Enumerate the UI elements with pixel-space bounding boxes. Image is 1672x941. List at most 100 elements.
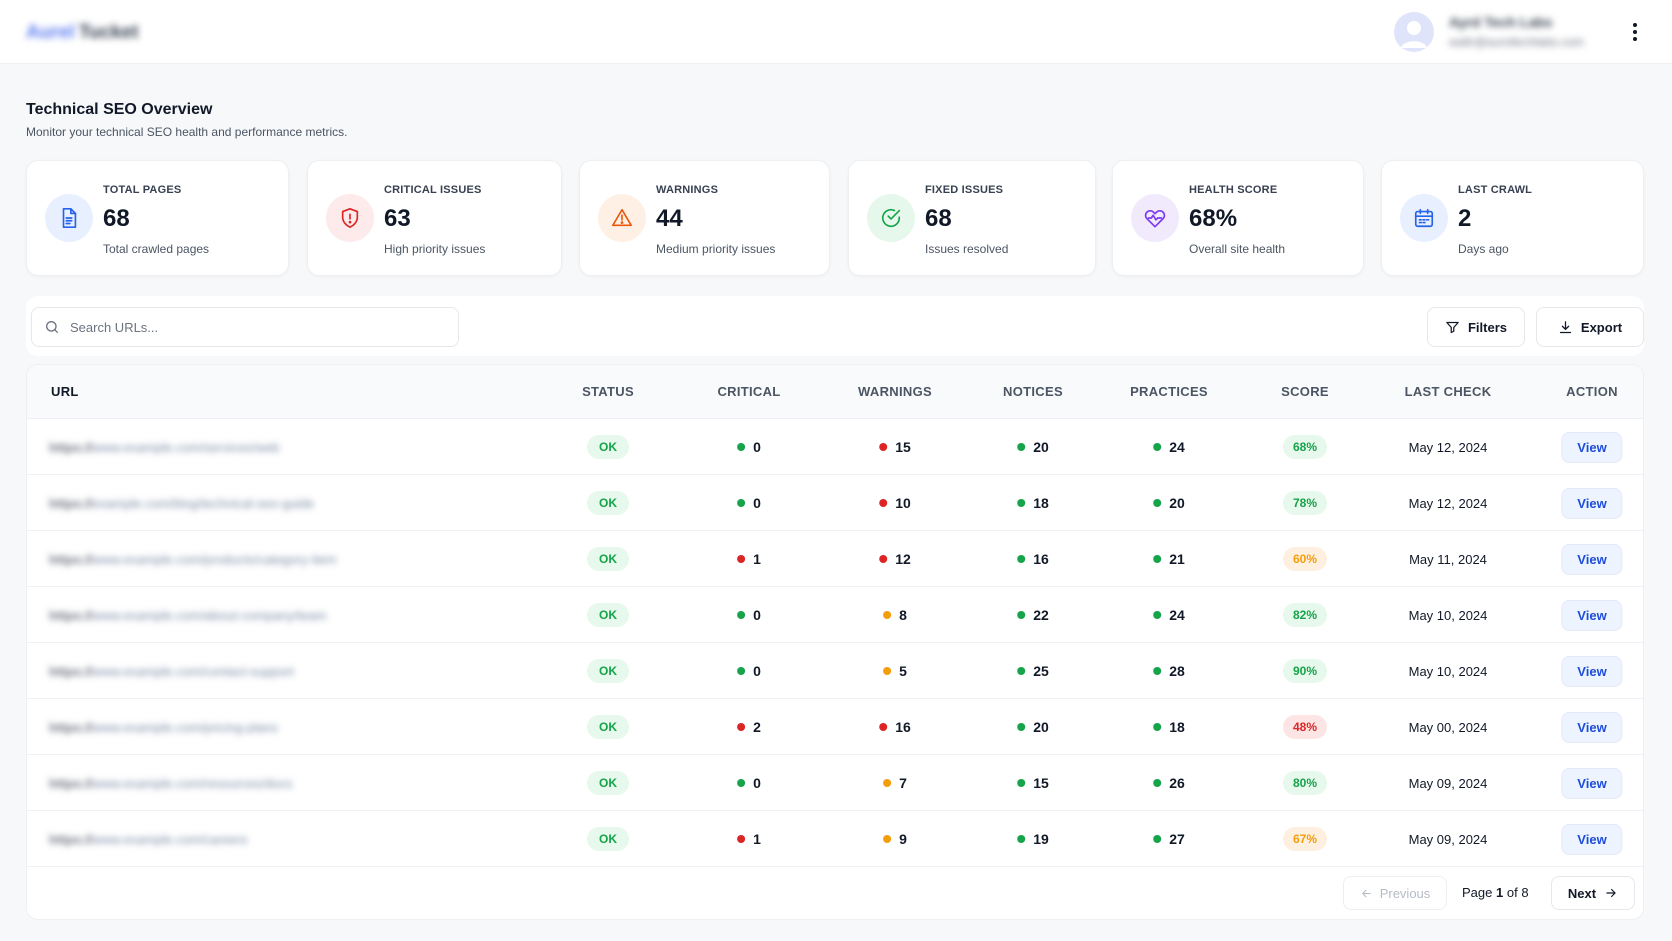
- status-dot: [737, 779, 746, 787]
- arrow-left-icon: [1361, 889, 1371, 897]
- top-bar: Aurel Tucket Ayrd Tech Labs waltr@aurolt…: [0, 0, 1672, 64]
- url-cell[interactable]: https://www.example.com/pricing-plans: [49, 719, 279, 735]
- column-header-url[interactable]: URL: [51, 384, 79, 399]
- status-dot: [883, 835, 892, 843]
- practices-count: 24: [1153, 439, 1185, 455]
- kebab-menu-icon[interactable]: [1627, 20, 1643, 44]
- column-header-last-check[interactable]: LAST CHECK: [1404, 384, 1492, 399]
- practices-count: 28: [1153, 663, 1185, 679]
- status-dot: [879, 443, 888, 451]
- user-name: Ayrd Tech Labs: [1449, 14, 1553, 30]
- url-cell[interactable]: https://example.com/blog/technical-seo-g…: [49, 495, 315, 511]
- status-badge: OK: [587, 715, 629, 739]
- status-dot: [1153, 779, 1162, 787]
- practices-count: 27: [1153, 831, 1185, 847]
- status-dot: [1153, 611, 1162, 619]
- previous-label: Previous: [1379, 885, 1431, 901]
- notices-count: 18: [1017, 495, 1049, 511]
- status-dot: [1017, 779, 1026, 787]
- url-cell[interactable]: https://www.example.com/contact-support: [49, 663, 294, 679]
- warnings-count: 15: [879, 439, 911, 455]
- stat-label: CRITICAL ISSUES: [384, 184, 482, 196]
- page-indicator: Page 1 of 8: [1462, 885, 1529, 900]
- table-row: https://www.example.com/contact-support …: [27, 643, 1643, 699]
- critical-count: 1: [737, 551, 761, 567]
- stat-label: WARNINGS: [656, 184, 719, 196]
- url-cell[interactable]: https://www.example.com/services/web: [49, 439, 280, 455]
- stat-caption: Medium priority issues: [656, 242, 776, 256]
- notices-count: 22: [1017, 607, 1049, 623]
- status-dot: [737, 667, 746, 675]
- calendar-icon: [1400, 194, 1448, 242]
- last-check-date: May 12, 2024: [1408, 439, 1488, 455]
- column-header-critical[interactable]: CRITICAL: [717, 384, 781, 399]
- status-badge: OK: [587, 547, 629, 571]
- table-row: https://www.example.com/about-company/te…: [27, 587, 1643, 643]
- view-button[interactable]: View: [1561, 767, 1623, 799]
- previous-page-button[interactable]: Previous: [1343, 876, 1447, 910]
- app-logo[interactable]: Aurel Tucket: [26, 20, 138, 46]
- page-subtitle: Monitor your technical SEO health and pe…: [26, 125, 348, 139]
- table-row: https://www.example.com/pricing-plans OK…: [27, 699, 1643, 755]
- critical-count: 2: [737, 719, 761, 735]
- view-button[interactable]: View: [1561, 823, 1623, 855]
- column-header-score[interactable]: SCORE: [1281, 384, 1329, 399]
- score-badge: 68%: [1282, 435, 1328, 459]
- status-dot: [883, 611, 892, 619]
- view-button[interactable]: View: [1561, 487, 1623, 519]
- url-cell[interactable]: https://www.example.com/about-company/te…: [49, 607, 327, 623]
- url-table: URL STATUS CRITICAL WARNINGS NOTICES PRA…: [26, 364, 1644, 920]
- next-page-button[interactable]: Next: [1551, 876, 1635, 910]
- url-cell[interactable]: https://www.example.com/products/categor…: [49, 551, 337, 567]
- status-dot: [737, 611, 746, 619]
- view-button[interactable]: View: [1561, 543, 1623, 575]
- stat-card-health-score: HEALTH SCORE 68% Overall site health: [1112, 160, 1364, 276]
- view-button[interactable]: View: [1561, 431, 1623, 463]
- column-header-warnings[interactable]: WARNINGS: [858, 384, 932, 399]
- download-icon: [1559, 320, 1572, 333]
- shield-alert-icon: [326, 194, 374, 242]
- status-dot: [879, 723, 888, 731]
- practices-count: 26: [1153, 775, 1185, 791]
- url-cell[interactable]: https://www.example.com/resources/docs: [49, 775, 293, 791]
- practices-count: 21: [1153, 551, 1185, 567]
- url-cell[interactable]: https://www.example.com/careers: [49, 831, 248, 847]
- user-avatar-icon[interactable]: [1394, 12, 1434, 52]
- logo-text-secondary: Tucket: [78, 22, 139, 43]
- view-button[interactable]: View: [1561, 599, 1623, 631]
- last-check-date: May 00, 2024: [1408, 719, 1488, 735]
- heart-pulse-icon: [1131, 194, 1179, 242]
- critical-count: 0: [737, 775, 761, 791]
- view-button[interactable]: View: [1561, 711, 1623, 743]
- stat-caption: Total crawled pages: [103, 242, 210, 256]
- warning-triangle-icon: [598, 194, 646, 242]
- last-check-date: May 12, 2024: [1408, 495, 1488, 511]
- export-button[interactable]: Export: [1536, 307, 1644, 347]
- status-dot: [737, 835, 746, 843]
- column-header-notices[interactable]: NOTICES: [1003, 384, 1063, 399]
- next-label: Next: [1567, 885, 1597, 901]
- status-dot: [1153, 499, 1162, 507]
- column-header-status[interactable]: STATUS: [582, 384, 634, 399]
- last-check-date: May 10, 2024: [1408, 663, 1488, 679]
- search-input[interactable]: [70, 308, 450, 346]
- practices-count: 20: [1153, 495, 1185, 511]
- status-dot: [879, 555, 888, 563]
- notices-count: 16: [1017, 551, 1049, 567]
- stat-label: TOTAL PAGES: [103, 184, 182, 196]
- status-badge: OK: [587, 603, 629, 627]
- view-button[interactable]: View: [1561, 655, 1623, 687]
- filters-button[interactable]: Filters: [1427, 307, 1525, 347]
- stat-value: 68%: [1189, 205, 1238, 232]
- score-badge: 80%: [1282, 771, 1328, 795]
- logo-text-primary: Aurel: [26, 22, 75, 43]
- column-header-practices[interactable]: PRACTICES: [1130, 384, 1208, 399]
- status-dot: [1153, 835, 1162, 843]
- notices-count: 15: [1017, 775, 1049, 791]
- warnings-count: 10: [879, 495, 911, 511]
- status-dot: [1017, 835, 1026, 843]
- status-dot: [883, 667, 892, 675]
- stat-label: FIXED ISSUES: [925, 184, 1004, 196]
- last-check-date: May 10, 2024: [1408, 607, 1488, 623]
- critical-count: 0: [737, 439, 761, 455]
